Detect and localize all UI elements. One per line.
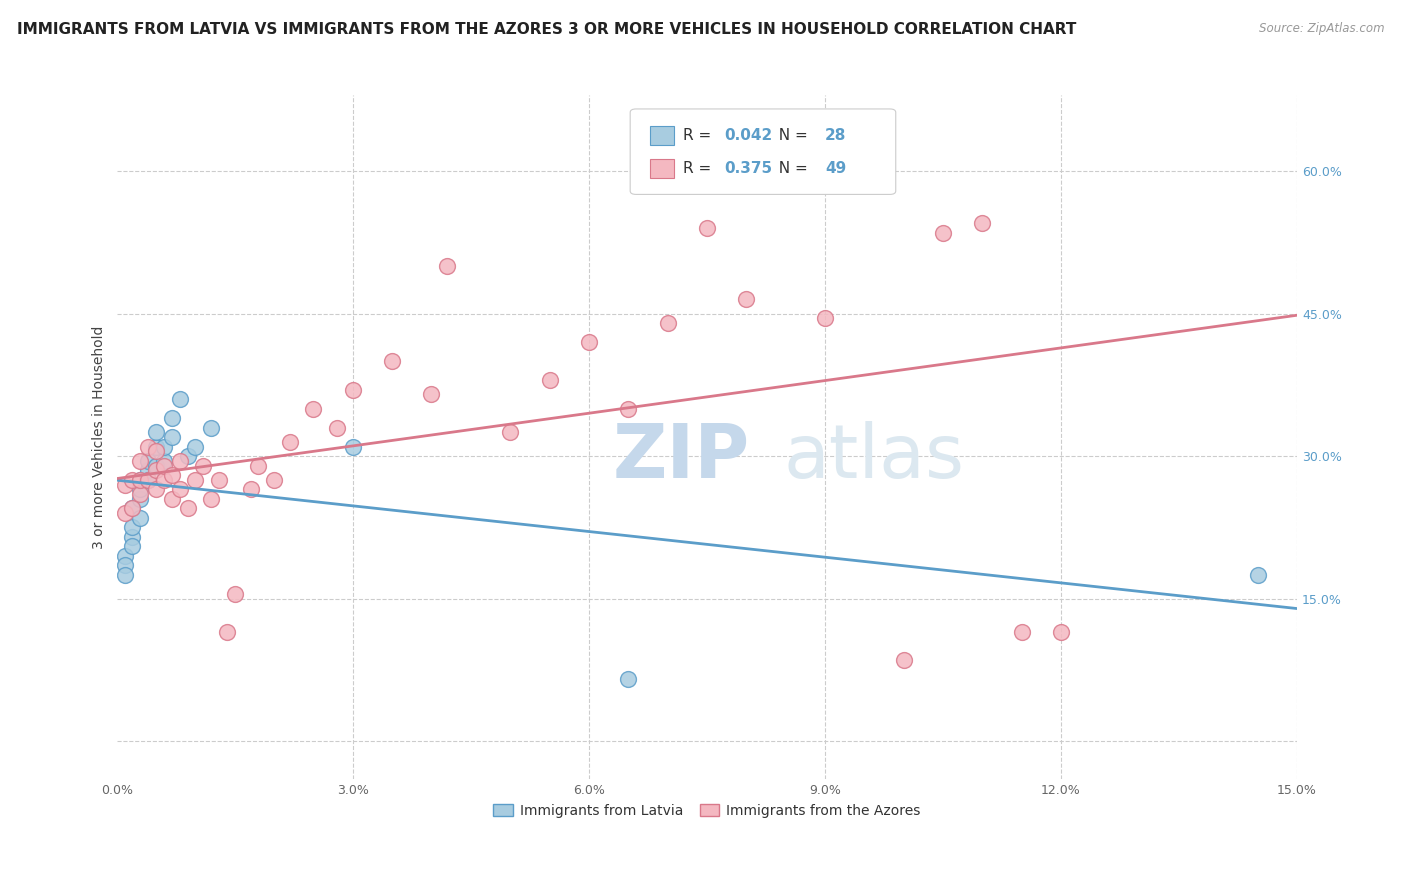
- Point: [696, 221, 718, 235]
- Point: [302, 401, 325, 416]
- Point: [853, 145, 876, 160]
- Point: [129, 487, 152, 501]
- Text: 49: 49: [825, 161, 846, 176]
- FancyBboxPatch shape: [630, 109, 896, 194]
- Point: [153, 458, 176, 473]
- Point: [224, 587, 246, 601]
- Point: [160, 430, 183, 444]
- Point: [278, 434, 301, 449]
- Point: [129, 473, 152, 487]
- Point: [972, 217, 994, 231]
- Point: [420, 387, 443, 401]
- FancyBboxPatch shape: [650, 126, 673, 145]
- Point: [342, 440, 364, 454]
- Point: [153, 473, 176, 487]
- Point: [735, 293, 758, 307]
- Point: [136, 463, 159, 477]
- Point: [247, 458, 270, 473]
- Point: [499, 425, 522, 440]
- Point: [617, 401, 640, 416]
- Point: [200, 420, 222, 434]
- Point: [169, 392, 191, 406]
- Point: [215, 624, 238, 639]
- Point: [145, 440, 167, 454]
- Text: ZIP: ZIP: [613, 421, 749, 494]
- Legend: Immigrants from Latvia, Immigrants from the Azores: Immigrants from Latvia, Immigrants from …: [488, 798, 927, 823]
- Point: [129, 510, 152, 524]
- Point: [145, 458, 167, 473]
- Point: [239, 483, 262, 497]
- Point: [114, 506, 136, 520]
- Point: [160, 491, 183, 506]
- Point: [145, 444, 167, 458]
- Point: [145, 463, 167, 477]
- Point: [114, 558, 136, 573]
- Point: [129, 483, 152, 497]
- Point: [121, 539, 143, 553]
- Point: [129, 473, 152, 487]
- Point: [121, 473, 143, 487]
- Point: [153, 454, 176, 468]
- Text: R =: R =: [683, 128, 717, 143]
- Point: [176, 501, 198, 516]
- Point: [193, 458, 215, 473]
- Point: [136, 473, 159, 487]
- Text: N =: N =: [769, 128, 813, 143]
- Point: [200, 491, 222, 506]
- Text: atlas: atlas: [783, 421, 965, 494]
- Point: [657, 316, 679, 330]
- Point: [169, 454, 191, 468]
- Point: [121, 501, 143, 516]
- Point: [121, 530, 143, 544]
- Point: [136, 473, 159, 487]
- Point: [114, 477, 136, 491]
- Point: [1011, 624, 1033, 639]
- Point: [145, 425, 167, 440]
- Text: 0.042: 0.042: [724, 128, 773, 143]
- Point: [184, 440, 207, 454]
- Point: [121, 501, 143, 516]
- Point: [129, 491, 152, 506]
- FancyBboxPatch shape: [650, 159, 673, 178]
- Point: [114, 549, 136, 563]
- Point: [617, 672, 640, 686]
- Point: [169, 483, 191, 497]
- Point: [578, 335, 600, 350]
- Point: [1050, 624, 1073, 639]
- Point: [160, 468, 183, 483]
- Text: IMMIGRANTS FROM LATVIA VS IMMIGRANTS FROM THE AZORES 3 OR MORE VEHICLES IN HOUSE: IMMIGRANTS FROM LATVIA VS IMMIGRANTS FRO…: [17, 22, 1076, 37]
- Point: [208, 473, 231, 487]
- Text: Source: ZipAtlas.com: Source: ZipAtlas.com: [1260, 22, 1385, 36]
- Point: [342, 383, 364, 397]
- Text: 28: 28: [825, 128, 846, 143]
- Point: [538, 373, 561, 387]
- Point: [153, 440, 176, 454]
- Point: [381, 354, 404, 368]
- Point: [121, 520, 143, 534]
- Point: [893, 653, 915, 667]
- Point: [136, 454, 159, 468]
- Point: [160, 411, 183, 425]
- Text: N =: N =: [769, 161, 813, 176]
- Point: [326, 420, 349, 434]
- Point: [136, 440, 159, 454]
- Y-axis label: 3 or more Vehicles in Household: 3 or more Vehicles in Household: [93, 326, 107, 549]
- Point: [932, 226, 955, 240]
- Point: [1247, 567, 1270, 582]
- Point: [114, 567, 136, 582]
- Point: [176, 449, 198, 463]
- Text: R =: R =: [683, 161, 717, 176]
- Point: [129, 454, 152, 468]
- Text: 0.375: 0.375: [724, 161, 773, 176]
- Point: [814, 311, 837, 326]
- Point: [184, 473, 207, 487]
- Point: [145, 483, 167, 497]
- Point: [436, 259, 458, 273]
- Point: [263, 473, 285, 487]
